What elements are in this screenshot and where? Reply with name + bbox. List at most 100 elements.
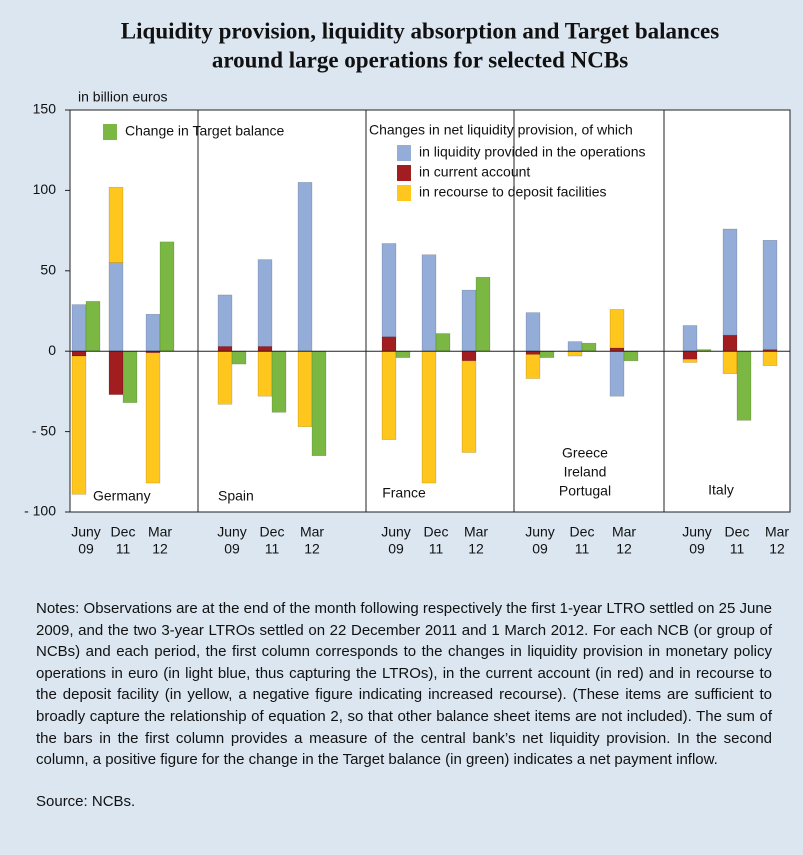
x-tick-label: Mar xyxy=(464,524,488,540)
bar-segment xyxy=(421,350,437,484)
bar-segment xyxy=(297,350,313,428)
bar-segment xyxy=(736,350,752,421)
y-axis-label: in billion euros xyxy=(78,89,168,105)
x-tick-label: Dec xyxy=(725,524,750,540)
group-label: France xyxy=(382,485,426,501)
bar-segment xyxy=(71,304,87,352)
x-tick-label: 11 xyxy=(429,541,444,557)
notes: Notes: Observations are at the end of th… xyxy=(36,600,772,769)
bar-segment xyxy=(461,350,477,362)
x-tick-label: Dec xyxy=(260,524,285,540)
group-label: Italy xyxy=(708,482,734,498)
bar-segment xyxy=(108,350,124,395)
bar-segment xyxy=(311,350,327,456)
bar-segment xyxy=(271,350,287,413)
y-tick-label: 50 xyxy=(40,262,56,278)
x-tick-label: 12 xyxy=(616,541,632,557)
x-tick-label: 09 xyxy=(388,541,404,557)
bar-segment xyxy=(539,350,555,358)
source: Source: NCBs. xyxy=(36,793,136,810)
x-tick-label: 09 xyxy=(224,541,240,557)
bar-segment xyxy=(623,350,639,362)
x-tick-label: 12 xyxy=(769,541,785,557)
group-label: Germany xyxy=(93,488,151,504)
x-tick-label: Mar xyxy=(148,524,172,540)
bar-segment xyxy=(381,350,397,440)
x-tick-label: 12 xyxy=(152,541,168,557)
bar-segment xyxy=(461,360,477,453)
bar-segment xyxy=(145,313,161,352)
bar-segment xyxy=(257,259,273,347)
bar-segment xyxy=(435,333,451,352)
x-tick-label: Juny xyxy=(381,524,411,540)
bar-segment xyxy=(722,228,738,336)
bar-segment xyxy=(217,350,233,405)
bar-segment xyxy=(159,241,175,352)
legend-swatch xyxy=(103,124,117,140)
bar-segment xyxy=(525,312,541,352)
bar-segment xyxy=(609,350,625,397)
bar-segment xyxy=(682,325,698,352)
bar-segment xyxy=(71,350,87,357)
bar-segment xyxy=(567,350,583,357)
bar-segment xyxy=(85,301,101,352)
chart: Liquidity provision, liquidity absorptio… xyxy=(24,18,791,557)
x-tick-label: Dec xyxy=(570,524,595,540)
x-tick-label: Juny xyxy=(682,524,712,540)
bar-segment xyxy=(217,346,233,352)
bar-segment xyxy=(122,350,138,403)
x-tick-label: 11 xyxy=(265,541,280,557)
bar-segment xyxy=(567,341,583,352)
bar-segment xyxy=(722,350,738,374)
x-tick-label: Dec xyxy=(424,524,449,540)
x-tick-label: 12 xyxy=(468,541,484,557)
y-tick-label: 150 xyxy=(33,101,57,117)
legend-heading: Changes in net liquidity provision, of w… xyxy=(369,122,633,138)
legend-label: in liquidity provided in the operations xyxy=(419,144,645,160)
x-tick-label: Mar xyxy=(612,524,636,540)
bar-segment xyxy=(461,289,477,352)
y-tick-label: - 50 xyxy=(32,422,56,438)
bar-segment xyxy=(108,186,124,264)
bar-segment xyxy=(762,350,778,366)
group-separators xyxy=(197,110,665,512)
x-tick-label: Juny xyxy=(217,524,247,540)
x-tick-label: Juny xyxy=(71,524,101,540)
x-tick-label: Dec xyxy=(111,524,136,540)
bar-segment xyxy=(762,239,778,350)
bar-segment xyxy=(475,276,491,352)
bar-segment xyxy=(257,350,273,397)
chart-title: Liquidity provision, liquidity absorptio… xyxy=(121,18,719,43)
legend-label: Change in Target balance xyxy=(125,123,285,139)
x-tick-label: 09 xyxy=(689,541,705,557)
bar-segment xyxy=(108,262,124,352)
chart-title: around large operations for selected NCB… xyxy=(212,47,628,72)
x-tick-label: 12 xyxy=(304,541,320,557)
group-label: Greece xyxy=(562,445,608,461)
group-label: Spain xyxy=(218,488,254,504)
bar-segment xyxy=(257,346,273,352)
bar-segment xyxy=(722,334,738,352)
x-tick-label: 09 xyxy=(532,541,548,557)
y-tick-label: 100 xyxy=(33,181,57,197)
legend-label: in recourse to deposit facilities xyxy=(419,184,607,200)
bar-segment xyxy=(381,243,397,337)
x-tick-label: 11 xyxy=(116,541,131,557)
group-label: Portugal xyxy=(559,483,611,499)
legend-swatch xyxy=(397,165,411,181)
legend-swatch xyxy=(397,145,411,161)
group-label: Ireland xyxy=(564,464,607,480)
bar-segment xyxy=(581,342,597,352)
bar-segment xyxy=(231,350,247,365)
bar-segment xyxy=(421,254,437,352)
bar-segment xyxy=(145,352,161,484)
legend-swatch xyxy=(397,185,411,201)
x-tick-label: Mar xyxy=(765,524,789,540)
bar-segment xyxy=(297,182,313,352)
x-tick-label: 11 xyxy=(575,541,590,557)
bar-segment xyxy=(682,350,698,360)
x-tick-label: 09 xyxy=(78,541,94,557)
legend-label: in current account xyxy=(419,164,530,180)
bar-segment xyxy=(395,350,411,358)
